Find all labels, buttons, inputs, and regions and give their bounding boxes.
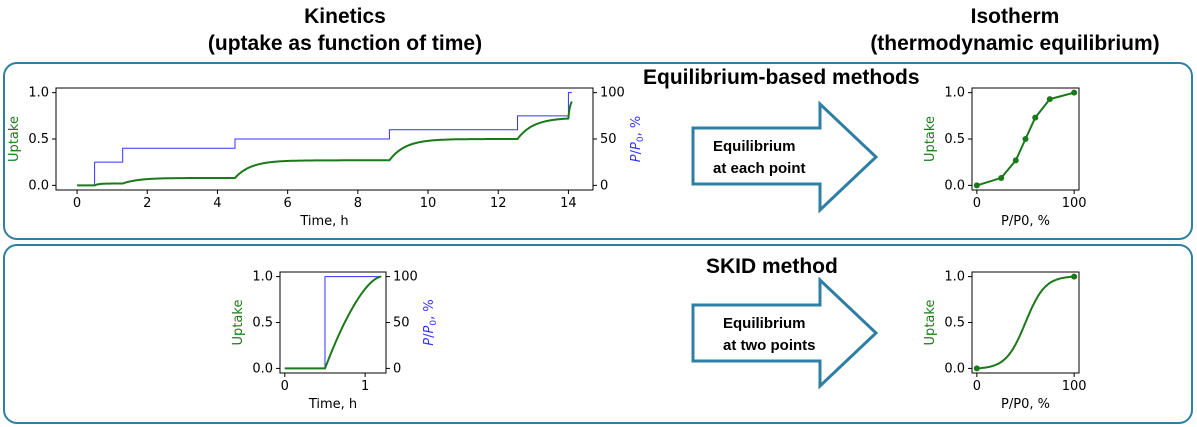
isotherm-top-xtick-label: 0	[973, 196, 981, 211]
kinetics-bottom-ytick-right-label: 100	[393, 270, 418, 285]
kinetics-bottom-ylabel-right: P/P0, %	[422, 299, 439, 345]
equilibrium-methods-title: Equilibrium-based methods	[643, 66, 920, 89]
isotherm-top-point	[973, 182, 980, 189]
bottom-arrow-label-line1: Equilibrium	[723, 315, 806, 332]
bottom-arrow-label: Equilibrium at two points	[723, 313, 816, 357]
kinetics-header: Kinetics (uptake as function of time)	[195, 3, 495, 57]
top-arrow-label-line1: Equilibrium	[713, 138, 796, 155]
kinetics-bottom-ytick-label: 0.5	[252, 316, 273, 331]
kinetics-top-ytick-label: 0.5	[28, 132, 49, 147]
kinetics-top-xtick-label: 6	[284, 196, 292, 211]
kinetics-top-xtick-label: 4	[213, 196, 221, 211]
skid-method-title: SKID method	[706, 255, 838, 278]
bottom-arrow-label-line2: at two points	[723, 337, 816, 354]
top-arrow-label: Equilibrium at each point	[713, 136, 806, 180]
kinetics-top-xtick-label: 12	[490, 196, 507, 211]
isotherm-bottom-point	[973, 365, 980, 372]
kinetics-top-ylabel: Uptake	[7, 116, 22, 162]
isotherm-top-point	[1071, 89, 1078, 96]
isotherm-top-point	[1012, 157, 1019, 164]
kinetics-top-xtick-label: 2	[143, 196, 151, 211]
kinetics-top-xtick-label: 8	[354, 196, 362, 211]
isotherm-header-line1: Isotherm	[970, 5, 1060, 28]
isotherm-bottom-ytick-label: 0.5	[944, 316, 965, 331]
kinetics-bottom-pressure-line	[284, 276, 382, 369]
kinetics-top-uptake-line	[77, 101, 573, 187]
kinetics-top-pressure-line	[77, 92, 572, 186]
top-arrow-label-line2: at each point	[713, 160, 806, 177]
isotherm-top-point	[1032, 114, 1039, 121]
kinetics-bottom-xlabel: Time, h	[308, 397, 357, 412]
kinetics-header-line2: (uptake as function of time)	[207, 32, 483, 55]
kinetics-top-ytick-label: 0.0	[28, 178, 49, 193]
isotherm-bottom-xlabel: P/P0, %	[1001, 397, 1050, 412]
isotherm-header-line2: (thermodynamic equilibrium)	[870, 32, 1160, 55]
isotherm-header: Isotherm (thermodynamic equilibrium)	[860, 3, 1170, 57]
isotherm-top-point	[1022, 136, 1029, 142]
kinetics-bottom-ytick-label: 0.0	[252, 361, 273, 376]
isotherm-bottom-line	[976, 275, 1075, 370]
kinetics-top-xlabel: Time, h	[299, 214, 348, 229]
isotherm-bottom-xtick-label: 0	[973, 379, 981, 394]
kinetics-top-xtick-label: 14	[560, 196, 577, 211]
equilibrium-methods-panel	[3, 62, 1193, 240]
isotherm-bottom-ylabel: Uptake	[923, 300, 938, 346]
isotherm-top-ylabel: Uptake	[923, 116, 938, 162]
kinetics-top-ytick-right-label: 100	[600, 86, 625, 101]
isotherm-top-xtick-label: 100	[1062, 196, 1087, 211]
kinetics-bottom-xtick-label: 1	[361, 379, 369, 394]
isotherm-bottom-point	[1071, 273, 1078, 280]
isotherm-top-ytick-label: 1.0	[944, 86, 965, 101]
kinetics-top-xtick-label: 10	[420, 196, 437, 211]
kinetics-top-xtick-label: 0	[73, 196, 81, 211]
isotherm-bottom-ytick-label: 1.0	[944, 270, 965, 285]
kinetics-bottom-ytick-right-label: 50	[393, 316, 410, 331]
kinetics-bottom-ytick-label: 1.0	[252, 270, 273, 285]
kinetics-top-ylabel-right: P/P0, %	[629, 116, 646, 162]
kinetics-bottom-xtick-label: 0	[281, 379, 289, 394]
isotherm-top-point	[998, 174, 1005, 181]
kinetics-bottom-frame	[279, 271, 387, 374]
kinetics-top-ytick-right-label: 50	[600, 132, 617, 147]
kinetics-top-ytick-label: 1.0	[28, 86, 49, 101]
isotherm-bottom-xtick-label: 100	[1062, 379, 1087, 394]
kinetics-bottom-ytick-right-label: 0	[393, 361, 401, 376]
isotherm-top-ytick-label: 0.5	[944, 132, 965, 147]
isotherm-top-ytick-label: 0.0	[944, 178, 965, 193]
isotherm-top-xlabel: P/P0, %	[1001, 214, 1050, 229]
kinetics-top-ytick-right-label: 0	[600, 178, 608, 193]
kinetics-bottom-ylabel: Uptake	[231, 300, 246, 346]
isotherm-bottom-ytick-label: 0.0	[944, 361, 965, 376]
skid-method-panel	[3, 244, 1193, 424]
isotherm-top-point	[1046, 96, 1053, 103]
kinetics-bottom-uptake-line	[284, 275, 382, 370]
kinetics-header-line1: Kinetics	[304, 5, 386, 28]
